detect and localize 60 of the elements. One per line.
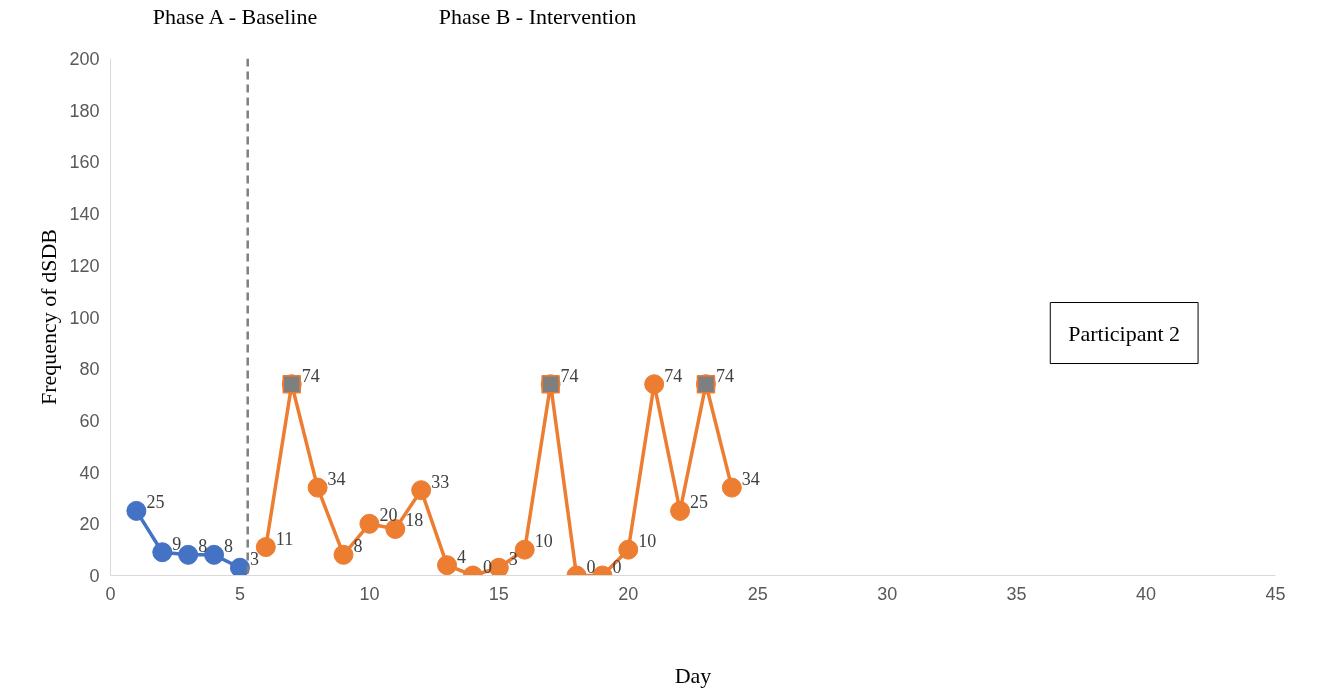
data-label: 34 [741, 469, 760, 490]
point [618, 539, 639, 560]
data-label: 74 [664, 365, 683, 386]
annotation: Participant 2 [1068, 320, 1181, 346]
point [644, 374, 665, 395]
data-label: 34 [327, 469, 346, 490]
x-tick-label: 5 [234, 583, 245, 604]
data-label: 0 [612, 557, 622, 577]
data-label: 8 [224, 536, 234, 557]
y-tick-label: 160 [69, 152, 100, 173]
data-label: 18 [405, 510, 424, 531]
x-tick-label: 40 [1136, 583, 1157, 604]
text: Phase A - Baseline [152, 3, 318, 29]
data-label: 25 [690, 492, 709, 513]
point [411, 480, 432, 501]
x-tick-label: 15 [488, 583, 509, 604]
y-tick-label: 200 [69, 49, 100, 69]
y-tick-label: 0 [89, 566, 100, 586]
x-tick-label: 25 [747, 583, 768, 604]
x-tick-label: 45 [1265, 583, 1286, 604]
data-label: 74 [301, 365, 320, 386]
data-label: 33 [431, 471, 450, 492]
point [229, 557, 250, 576]
point [333, 544, 354, 565]
data-label: 74 [560, 365, 579, 386]
point [126, 500, 147, 521]
data-label: 9 [172, 533, 182, 554]
y-tick-label: 120 [69, 255, 100, 276]
x-tick-label: 20 [618, 583, 639, 604]
data-label: 11 [275, 528, 294, 549]
y-tick-label: 100 [69, 307, 100, 328]
point [437, 555, 458, 576]
data-label: 10 [638, 531, 657, 552]
data-label: 20 [379, 505, 398, 526]
point [721, 477, 742, 498]
y-tick-label: 80 [79, 359, 100, 380]
x-tick-label: 10 [359, 583, 380, 604]
point [307, 477, 328, 498]
x-tick-label: 30 [877, 583, 898, 604]
y-tick-label: 40 [79, 462, 100, 483]
data-label: 10 [534, 531, 553, 552]
data-label: 8 [353, 536, 363, 557]
data-label: 25 [146, 492, 165, 513]
x-axis-title: Day [674, 662, 712, 688]
text: Phase B - Intervention [438, 3, 637, 29]
y-axis-title: Frequency of dSDB [36, 229, 62, 405]
y-tick-label: 140 [69, 204, 100, 225]
x-tick-label: 35 [1006, 583, 1027, 604]
data-label: 8 [198, 536, 208, 557]
point [152, 542, 173, 563]
y-tick-label: 180 [69, 100, 100, 121]
point [670, 500, 691, 521]
data-label: 3 [249, 549, 259, 570]
data-label: 4 [457, 546, 467, 567]
y-tick-label: 60 [79, 410, 100, 431]
y-tick-label: 20 [79, 514, 100, 535]
x-tick-label: 0 [105, 583, 116, 604]
point [359, 513, 380, 534]
data-label: 0 [586, 557, 596, 577]
data-label: 74 [715, 365, 734, 386]
